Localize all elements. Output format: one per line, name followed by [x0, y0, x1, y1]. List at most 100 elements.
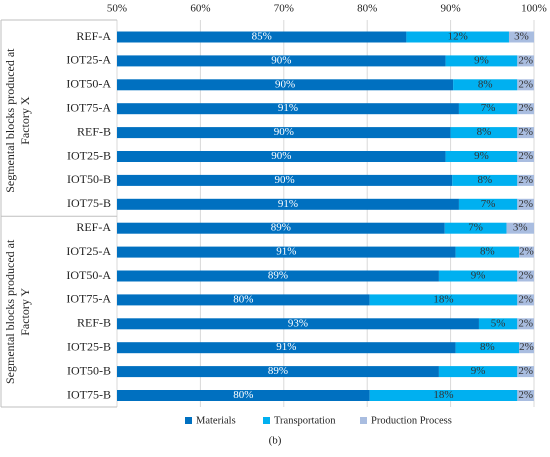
value-label: 80% — [233, 293, 253, 305]
y-tick-label: REF-B — [77, 316, 111, 330]
bar-segment — [117, 174, 453, 186]
value-label: 2% — [518, 293, 533, 305]
caption: (b) — [269, 435, 282, 447]
value-label: 89% — [268, 270, 288, 282]
value-label: 7% — [481, 102, 496, 114]
bar-segment — [517, 318, 534, 330]
value-label: 3% — [513, 222, 528, 234]
bar-segment — [117, 127, 451, 139]
value-label: 90% — [271, 54, 291, 66]
value-label: 90% — [271, 150, 291, 162]
value-label: 2% — [519, 341, 534, 353]
bar-segment — [117, 294, 370, 306]
legend-label: Production Process — [371, 415, 452, 426]
bar-segment — [117, 342, 456, 354]
bar-segment — [438, 366, 518, 378]
bar-segment — [455, 342, 519, 354]
bar-segment — [450, 127, 518, 139]
value-label: 2% — [518, 78, 533, 90]
bar-segment — [518, 342, 534, 354]
x-tick-label: 70% — [274, 3, 294, 15]
value-label: 12% — [448, 31, 468, 43]
bar-segment — [508, 31, 534, 43]
bar-segment — [117, 151, 446, 162]
legend-label: Transportation — [274, 415, 336, 426]
bar-segment — [517, 270, 534, 282]
bar-segment — [517, 198, 534, 210]
bar-segment — [517, 151, 534, 162]
bar-segment — [517, 390, 534, 401]
value-label: 91% — [276, 341, 296, 353]
bar-segment — [117, 246, 456, 258]
bar-segment — [518, 246, 534, 258]
value-label: 89% — [268, 365, 288, 377]
bar-segment — [117, 103, 459, 115]
bar-segment — [455, 246, 519, 258]
value-label: 3% — [514, 31, 529, 43]
y-tick-label: IOT75-A — [66, 100, 111, 114]
bar-segment — [117, 31, 407, 43]
value-label: 93% — [288, 317, 308, 329]
legend-swatch — [263, 417, 270, 424]
value-label: 2% — [518, 317, 533, 329]
bar-segment — [117, 198, 459, 210]
bar-segment — [117, 55, 446, 67]
bar-segment — [517, 366, 534, 378]
value-label: 5% — [491, 317, 506, 329]
bar-segment — [117, 79, 454, 91]
x-tick-label: 80% — [357, 3, 377, 15]
value-label: 7% — [468, 222, 483, 234]
value-label: 8% — [477, 174, 492, 186]
value-label: 9% — [474, 150, 489, 162]
group-label-line: Factory Y — [18, 288, 32, 336]
group-label-line: Segmental blocks produced at — [3, 239, 17, 384]
bars — [117, 31, 534, 401]
y-tick-label: IOT50-B — [67, 363, 111, 377]
value-label: 8% — [478, 78, 493, 90]
bar-segment — [438, 270, 518, 282]
bar-segment — [117, 390, 370, 401]
y-tick-label: REF-A — [76, 29, 111, 43]
value-label: 8% — [480, 341, 495, 353]
bar-segment — [445, 151, 518, 162]
bar-segment — [517, 127, 534, 139]
bar-segment — [506, 222, 534, 234]
y-tick-label: IOT75-B — [67, 196, 111, 210]
y-tick-label: IOT25-A — [66, 53, 111, 67]
bar-segment — [453, 79, 518, 91]
bar-segment — [517, 103, 534, 115]
value-label: 2% — [518, 365, 533, 377]
bar-segment — [369, 294, 518, 306]
value-label: 80% — [233, 389, 253, 401]
bar-segment — [458, 103, 518, 115]
value-label: 8% — [480, 246, 495, 258]
value-label: 90% — [275, 174, 295, 186]
bar-segment — [406, 31, 509, 43]
value-label: 89% — [271, 222, 291, 234]
y-tick-label: IOT50-A — [66, 268, 111, 282]
value-label: 8% — [477, 126, 492, 138]
value-label: 2% — [518, 102, 533, 114]
value-label: 2% — [519, 246, 534, 258]
bar-segment — [517, 174, 534, 186]
value-label: 9% — [471, 365, 486, 377]
y-tick-label: IOT50-A — [66, 77, 111, 91]
value-label: 2% — [518, 126, 533, 138]
group-label: Segmental blocks produced atFactory X — [3, 48, 32, 193]
value-label: 9% — [474, 54, 489, 66]
value-label: 2% — [518, 174, 533, 186]
value-label: 2% — [518, 54, 533, 66]
value-label: 2% — [518, 150, 533, 162]
y-tick-label: REF-A — [76, 220, 111, 234]
value-label: 7% — [481, 198, 496, 210]
x-tick-label: 60% — [190, 3, 210, 15]
y-tick-label: IOT25-B — [67, 148, 111, 162]
value-label: 18% — [433, 293, 453, 305]
y-tick-label: IOT50-B — [67, 172, 111, 186]
group-label-line: Factory X — [18, 96, 32, 145]
x-tick-label: 90% — [441, 3, 461, 15]
value-label: 9% — [471, 270, 486, 282]
value-label: 90% — [274, 126, 294, 138]
group-label: Segmental blocks produced atFactory Y — [3, 239, 32, 384]
